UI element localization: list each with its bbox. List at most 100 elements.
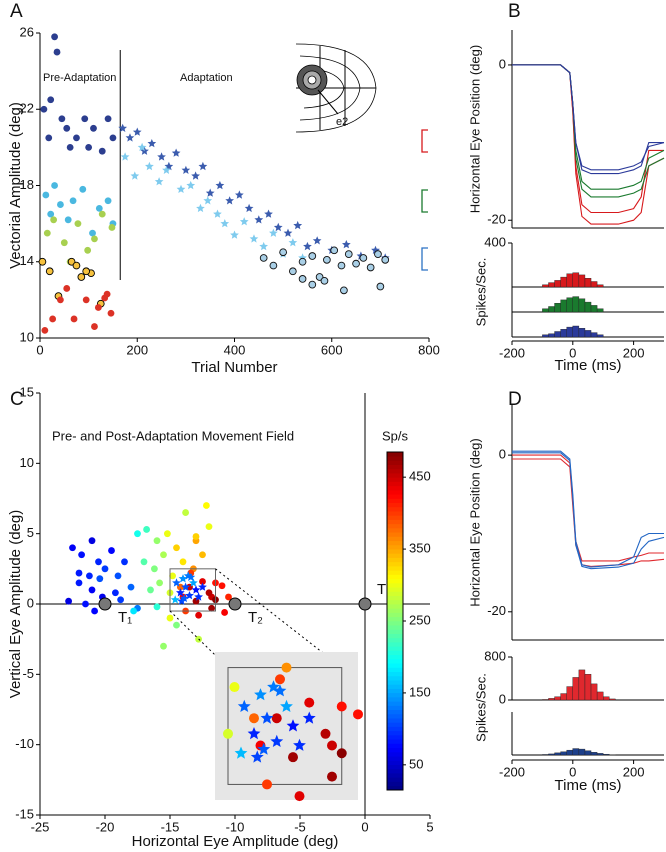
x-tick-label: 200	[126, 342, 148, 357]
point	[195, 611, 203, 619]
histogram-bar	[548, 753, 555, 756]
colorbar-cell	[387, 671, 403, 677]
histogram-bar	[572, 272, 580, 288]
point	[330, 246, 339, 255]
colorbar-cell	[387, 612, 403, 618]
point	[208, 604, 216, 612]
y-tick-label: 18	[20, 177, 34, 192]
histogram-bar	[560, 276, 567, 288]
colorbar-cell	[387, 717, 403, 723]
point	[229, 682, 240, 693]
point	[95, 558, 102, 566]
point	[45, 134, 53, 142]
colorbar-cell	[387, 608, 403, 613]
point	[320, 276, 329, 285]
star-point	[162, 165, 171, 174]
panel-letter: A	[10, 1, 23, 22]
histogram-bar	[596, 284, 604, 288]
point	[49, 315, 57, 323]
histogram-bar	[542, 699, 549, 701]
point	[340, 286, 348, 295]
histogram-bar	[590, 332, 598, 338]
x-tick-label: 0	[569, 345, 576, 360]
target-label: T₁	[118, 609, 132, 626]
point	[156, 579, 164, 587]
colorbar-tick-label: 250	[409, 612, 431, 627]
point	[104, 197, 112, 205]
histogram-bar	[596, 308, 604, 313]
x-tick-label: -5	[294, 819, 306, 834]
point	[81, 115, 89, 123]
chart-title: Pre- and Post-Adaptation Movement Field	[52, 428, 294, 443]
point	[53, 48, 61, 56]
colorbar-cell	[387, 726, 403, 732]
colorbar-cell	[387, 624, 403, 630]
colorbar-cell	[387, 629, 403, 634]
point	[57, 296, 64, 304]
x-axis-label: Time (ms)	[555, 777, 622, 794]
colorbar-cell	[387, 696, 403, 702]
histogram-bar	[542, 334, 549, 338]
point	[112, 589, 119, 597]
y-tick-label: 10	[20, 329, 34, 344]
star-point	[293, 220, 303, 230]
point	[104, 115, 112, 123]
point	[223, 728, 233, 739]
target	[228, 597, 242, 611]
point	[96, 575, 104, 583]
star-point	[172, 578, 181, 587]
star-point	[257, 742, 271, 755]
annotation: e2	[336, 116, 348, 128]
colorbar-cell	[387, 557, 403, 563]
colorbar-cell	[387, 578, 403, 584]
star-point	[203, 196, 213, 205]
star-point	[181, 582, 190, 591]
point	[127, 583, 135, 591]
y-tick-label: 800	[484, 648, 506, 663]
histogram-bar	[548, 282, 555, 288]
x-axis-label: Horizontal Eye Amplitude (deg)	[132, 833, 339, 850]
histogram-bar	[572, 296, 580, 313]
point	[88, 586, 96, 594]
histogram-bar	[590, 683, 598, 701]
x-axis-label: Time (ms)	[555, 357, 622, 374]
point	[259, 254, 268, 262]
colorbar-label: Sp/s	[382, 428, 409, 443]
star-point	[269, 228, 278, 237]
point	[203, 502, 210, 509]
histogram-bar	[566, 297, 573, 313]
histogram-bar	[584, 278, 592, 288]
histogram-bar	[609, 698, 616, 701]
colorbar-cell	[387, 540, 403, 546]
point	[269, 261, 278, 270]
colorbar-cell	[387, 620, 403, 626]
star-point	[302, 711, 316, 724]
colorbar-cell	[387, 527, 403, 533]
point	[66, 143, 74, 151]
colorbar-cell	[387, 603, 403, 609]
colorbar-cell	[387, 768, 403, 774]
y-tick-label: 400	[484, 234, 506, 249]
point	[98, 210, 106, 218]
point	[153, 537, 161, 545]
histogram-bar	[554, 696, 561, 701]
histogram-bar	[584, 330, 592, 338]
star-point	[154, 177, 164, 186]
histogram-bar	[578, 274, 586, 288]
x-tick-label: 600	[321, 342, 343, 357]
point	[73, 134, 80, 142]
histogram-bar	[566, 749, 573, 756]
colorbar-cell	[387, 477, 403, 482]
histogram-bar	[584, 674, 592, 701]
point	[327, 771, 337, 782]
point	[43, 229, 51, 237]
colorbar-cell	[387, 785, 403, 791]
colorbar-cell	[387, 468, 403, 474]
points	[65, 502, 232, 650]
point	[107, 309, 115, 317]
star-point	[186, 180, 196, 190]
histogram-bar	[578, 748, 586, 756]
point	[45, 267, 54, 276]
colorbar-cell	[387, 544, 403, 550]
point	[69, 544, 76, 552]
